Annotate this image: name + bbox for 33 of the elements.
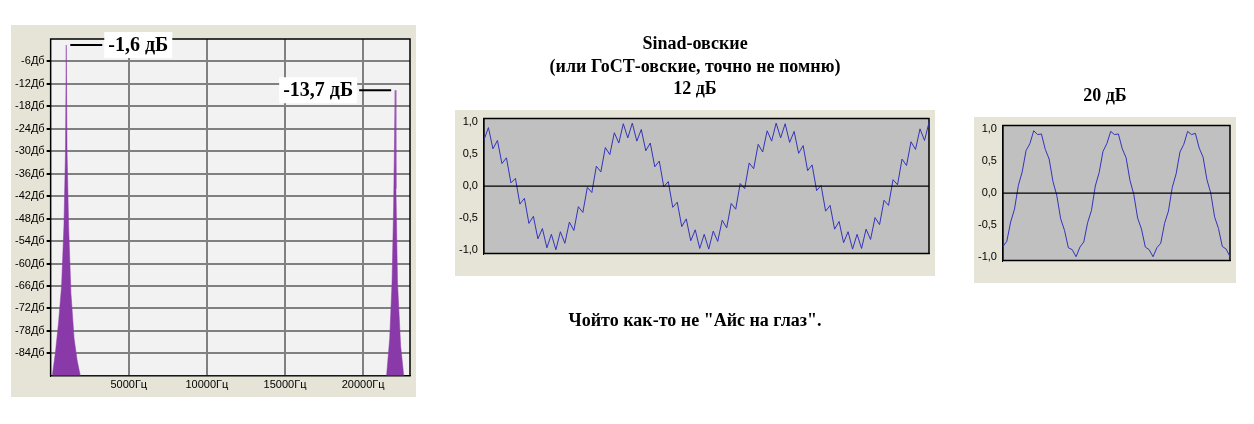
- x-tick-label: 5000Гц: [109, 378, 148, 391]
- annotation: -13,7 дБ: [282, 78, 353, 101]
- y-tick-label: -12Дб: [14, 76, 45, 89]
- annotation: -1,6 дБ: [107, 33, 168, 56]
- x-tick-label: 15000Гц: [263, 378, 307, 391]
- y-tick-label: -66Дб: [14, 279, 45, 292]
- y-tick-label: -24Дб: [14, 121, 45, 134]
- y-tick-label: 0,5: [981, 153, 997, 166]
- y-tick-label: -0,5: [458, 210, 478, 223]
- y-tick-label: -72Дб: [14, 301, 45, 314]
- y-tick-label: -48Дб: [14, 211, 45, 224]
- y-tick-label: -36Дб: [14, 166, 45, 179]
- chart-title: Sinad-овские (или ГоСТ-овские, точно не помню) 12 дБ: [548, 32, 842, 100]
- y-tick-label: -1,0: [977, 249, 997, 262]
- y-tick-label: -6Дб: [20, 54, 45, 67]
- x-tick-label: 20000Гц: [341, 378, 385, 391]
- y-tick-label: 0,5: [462, 146, 478, 159]
- y-tick-label: -42Дб: [14, 189, 45, 202]
- y-tick-label: 0,0: [462, 178, 478, 191]
- y-tick-label: 1,0: [462, 114, 478, 127]
- y-tick-label: -78Дб: [14, 323, 45, 336]
- y-tick-label: -54Дб: [14, 234, 45, 247]
- text: Чойто как-то не "Айс на глаз".: [567, 309, 823, 331]
- y-tick-label: -60Дб: [14, 256, 45, 269]
- chart-title: 20 дБ: [1082, 84, 1128, 107]
- y-tick-label: -18Дб: [14, 99, 45, 112]
- y-tick-label: -1,0: [458, 242, 478, 255]
- y-tick-label: 0,0: [981, 185, 997, 198]
- y-tick-label: -0,5: [977, 217, 997, 230]
- x-tick-label: 10000Гц: [184, 378, 229, 391]
- y-tick-label: 1,0: [981, 121, 997, 134]
- y-tick-label: -30Дб: [14, 144, 45, 157]
- y-tick-label: -84Дб: [14, 346, 45, 359]
